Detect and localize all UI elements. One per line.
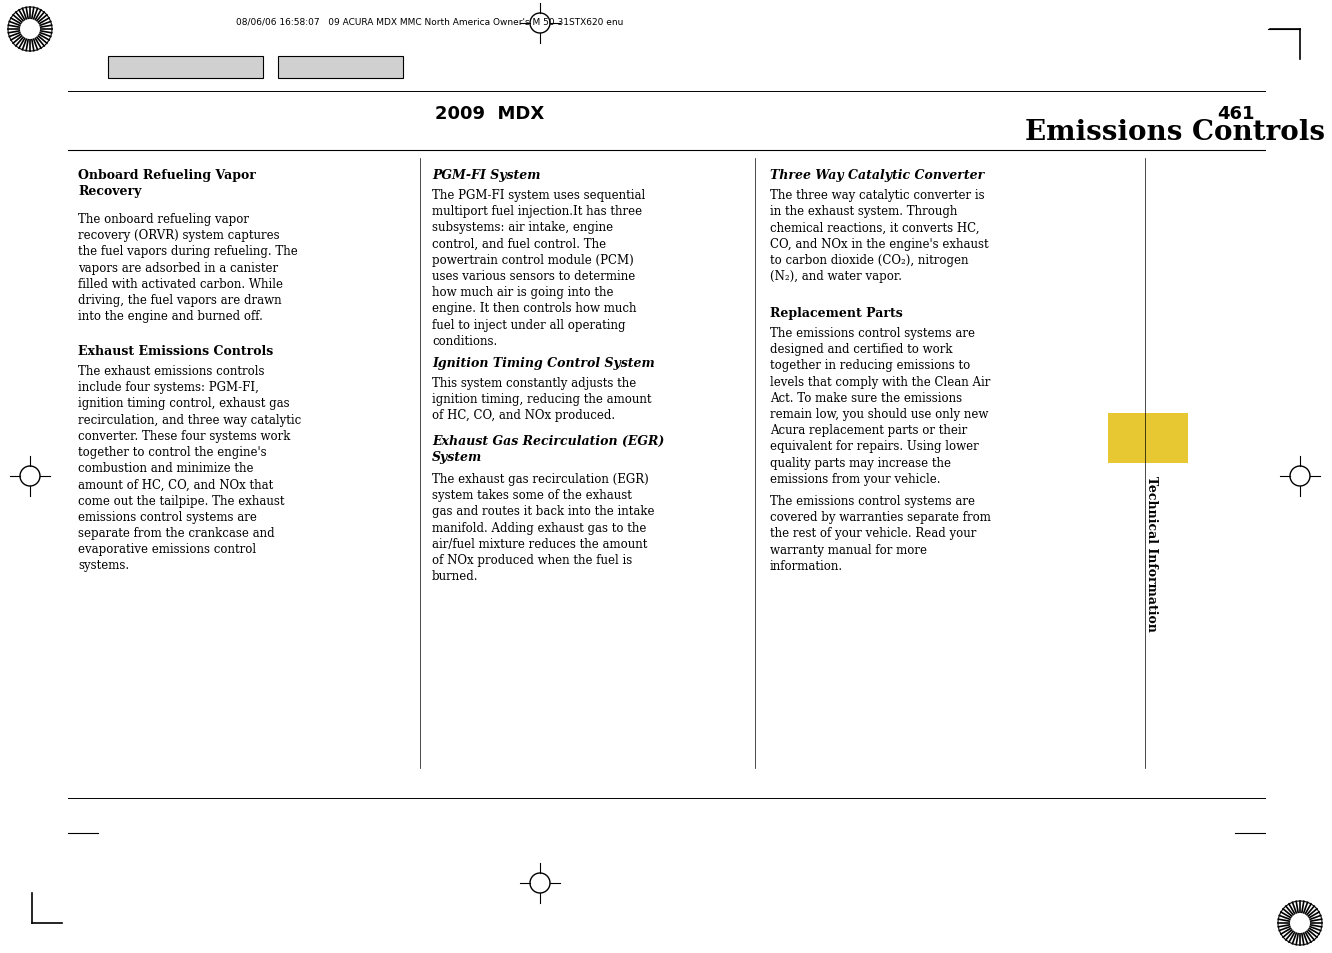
Text: Emissions Controls: Emissions Controls: [1026, 118, 1325, 146]
Text: PGM-FI System: PGM-FI System: [432, 169, 541, 182]
Text: The emissions control systems are
designed and certified to work
together in red: The emissions control systems are design…: [770, 327, 991, 485]
Text: Exhaust Emissions Controls: Exhaust Emissions Controls: [79, 345, 273, 357]
Text: Three Way Catalytic Converter: Three Way Catalytic Converter: [770, 169, 984, 182]
Text: Replacement Parts: Replacement Parts: [770, 307, 903, 319]
Bar: [108, 57, 262, 79]
Text: Exhaust Gas Recirculation (EGR)
System: Exhaust Gas Recirculation (EGR) System: [432, 435, 665, 463]
Text: Onboard Refueling Vapor
Recovery: Onboard Refueling Vapor Recovery: [79, 169, 256, 197]
Bar: [278, 57, 404, 79]
Text: The onboard refueling vapor
recovery (ORVR) system captures
the fuel vapors duri: The onboard refueling vapor recovery (OR…: [79, 213, 298, 323]
Text: The exhaust emissions controls
include four systems: PGM-FI,
ignition timing con: The exhaust emissions controls include f…: [79, 365, 301, 572]
Text: The emissions control systems are
covered by warranties separate from
the rest o: The emissions control systems are covere…: [770, 495, 991, 572]
Text: Ignition Timing Control System: Ignition Timing Control System: [432, 356, 655, 370]
Text: 08/06/06 16:58:07   09 ACURA MDX MMC North America Owner's M 50 31STX620 enu: 08/06/06 16:58:07 09 ACURA MDX MMC North…: [236, 17, 623, 27]
Text: This system constantly adjusts the
ignition timing, reducing the amount
of HC, C: This system constantly adjusts the ignit…: [432, 376, 651, 422]
Circle shape: [20, 20, 40, 40]
Circle shape: [1289, 913, 1309, 933]
Bar: [1108, 414, 1188, 463]
Text: 2009  MDX: 2009 MDX: [436, 105, 545, 123]
Text: The exhaust gas recirculation (EGR)
system takes some of the exhaust
gas and rou: The exhaust gas recirculation (EGR) syst…: [432, 473, 654, 582]
Text: 461: 461: [1217, 105, 1255, 123]
Text: Technical Information: Technical Information: [1146, 476, 1159, 631]
Text: The PGM-FI system uses sequential
multiport fuel injection.It has three
subsyste: The PGM-FI system uses sequential multip…: [432, 189, 645, 348]
Text: The three way catalytic converter is
in the exhaust system. Through
chemical rea: The three way catalytic converter is in …: [770, 189, 988, 283]
